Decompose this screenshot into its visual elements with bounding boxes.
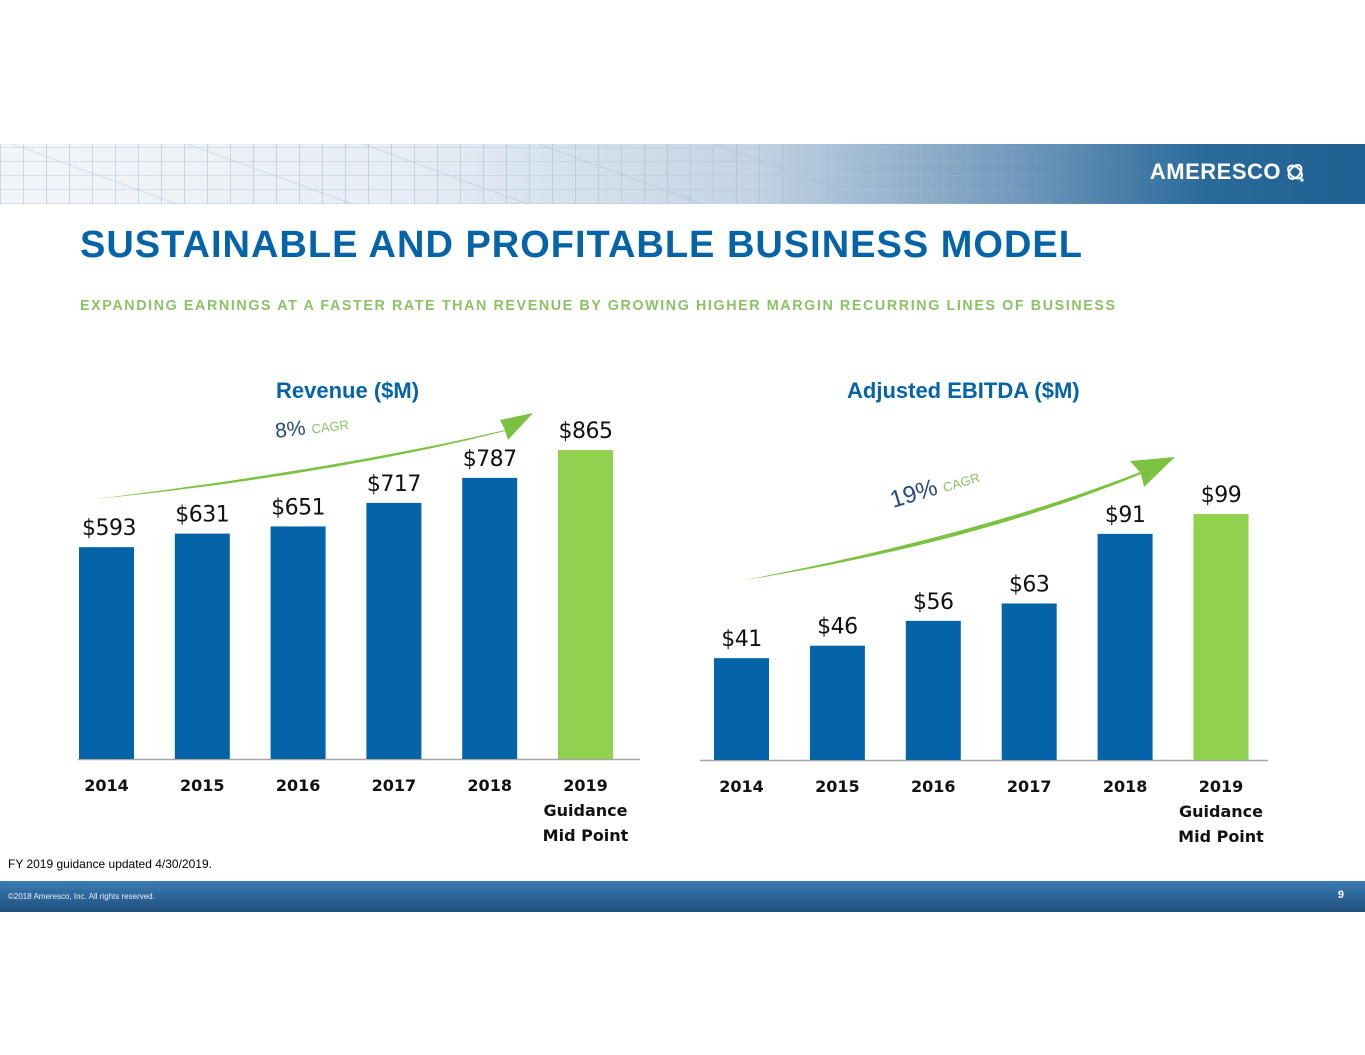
ameresco-swirl-icon (1287, 164, 1304, 182)
data-label: $651 (271, 495, 325, 520)
category-label: 2017 (1007, 777, 1052, 796)
copyright: ©2018 Ameresco, Inc. All rights reserved… (8, 892, 155, 901)
category-label: 2018 (1103, 777, 1148, 796)
footer-bar: ©2018 Ameresco, Inc. All rights reserved… (0, 881, 1365, 912)
category-sublabel: Mid Point (543, 826, 629, 845)
category-label: 2018 (467, 776, 512, 795)
banner-blueprint-pattern (0, 144, 1365, 204)
bar-2015 (809, 645, 865, 760)
footnote: FY 2019 guidance updated 4/30/2019. (8, 857, 212, 871)
data-label: $56 (913, 590, 954, 615)
data-label: $865 (559, 419, 613, 444)
bar-2019 (1193, 514, 1249, 760)
bar-2019 (558, 450, 613, 759)
slide-title: SUSTAINABLE AND PROFITABLE BUSINESS MODE… (80, 224, 1083, 266)
category-label: 2015 (180, 776, 225, 795)
category-sublabel: Guidance (544, 801, 628, 820)
ameresco-logo: AMERESCO (1150, 159, 1307, 185)
data-label: $99 (1201, 483, 1242, 508)
category-label: 2014 (719, 777, 764, 796)
bar-2017 (366, 502, 422, 759)
bar-2017 (1001, 603, 1057, 760)
ebitda-chart-title: Adjusted EBITDA ($M) (847, 378, 1080, 403)
revenue-chart: 8% CAGR $593 2014 $631 2015 $651 2016 $717 2017 $7… (78, 411, 640, 845)
bar-2014 (714, 658, 769, 760)
ebitda-chart: 19%CAGR $41 2014 $46 2015 $56 2016 $63 2017 $91 20… (700, 457, 1268, 846)
category-label: 2015 (815, 777, 860, 796)
cagr-value: 19% (887, 474, 941, 514)
category-label: 2016 (276, 776, 321, 795)
cagr-annotation: 8% CAGR (274, 411, 350, 443)
data-label: $46 (817, 615, 858, 640)
data-label: $631 (175, 503, 229, 528)
data-label: $41 (721, 627, 762, 652)
slide-subtitle: EXPANDING EARNINGS AT A FASTER RATE THAN… (80, 298, 1117, 314)
bar-2015 (174, 533, 230, 759)
banner-diagonal-pattern (0, 144, 1365, 204)
cagr-value: 8% (274, 416, 307, 443)
category-sublabel: Mid Point (1178, 827, 1264, 846)
bar-2016 (270, 526, 326, 759)
page-number: 9 (1337, 889, 1344, 901)
bar-2014 (79, 547, 134, 759)
cagr-label: CAGR (311, 417, 350, 436)
bar-2016 (905, 620, 961, 760)
bar-2018 (462, 477, 518, 759)
category-label: 2014 (84, 776, 129, 795)
category-label: 2016 (911, 777, 956, 796)
bar-2018 (1097, 533, 1153, 760)
header-banner: AMERESCO (0, 144, 1365, 204)
data-label: $63 (1009, 572, 1050, 597)
data-label: $717 (367, 472, 421, 497)
data-label: $787 (463, 447, 517, 472)
data-label: $91 (1105, 503, 1146, 528)
category-label: 2017 (372, 776, 417, 795)
cagr-label: CAGR (941, 470, 981, 495)
data-label: $593 (82, 516, 136, 541)
category-sublabel: Guidance (1179, 802, 1263, 821)
cagr-annotation: 19%CAGR (887, 461, 983, 514)
category-label: 2019 (1199, 777, 1244, 796)
logo-text: AMERESCO (1149, 159, 1281, 184)
category-label: 2019 (563, 776, 608, 795)
revenue-chart-title: Revenue ($M) (276, 378, 420, 403)
